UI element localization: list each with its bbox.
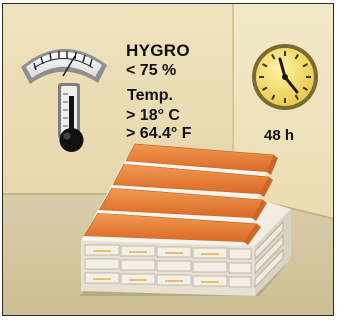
- scene-artwork: [3, 4, 333, 315]
- stacked-flooring-icon: [79, 143, 292, 296]
- clock-icon: [252, 44, 318, 110]
- temperature-label: Temp.: [127, 87, 173, 104]
- temperature-fahrenheit: > 64.4° F: [126, 125, 192, 142]
- temperature-celsius: > 18° C: [126, 107, 180, 124]
- hygrometer-icon: [21, 48, 107, 84]
- thermometer-icon: [58, 83, 84, 152]
- illustration-frame: HYGRO < 75 % Temp. > 18° C > 64.4° F 48 …: [2, 3, 334, 316]
- humidity-value: < 75 %: [126, 62, 177, 79]
- humidity-label: HYGRO: [126, 41, 190, 60]
- duration-label: 48 h: [264, 127, 295, 144]
